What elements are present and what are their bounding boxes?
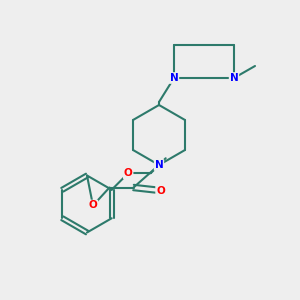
Text: O: O xyxy=(88,200,98,211)
Text: N: N xyxy=(154,160,164,170)
Text: O: O xyxy=(124,168,133,178)
Text: O: O xyxy=(156,185,165,196)
Text: N: N xyxy=(169,73,178,83)
Text: N: N xyxy=(230,73,238,83)
